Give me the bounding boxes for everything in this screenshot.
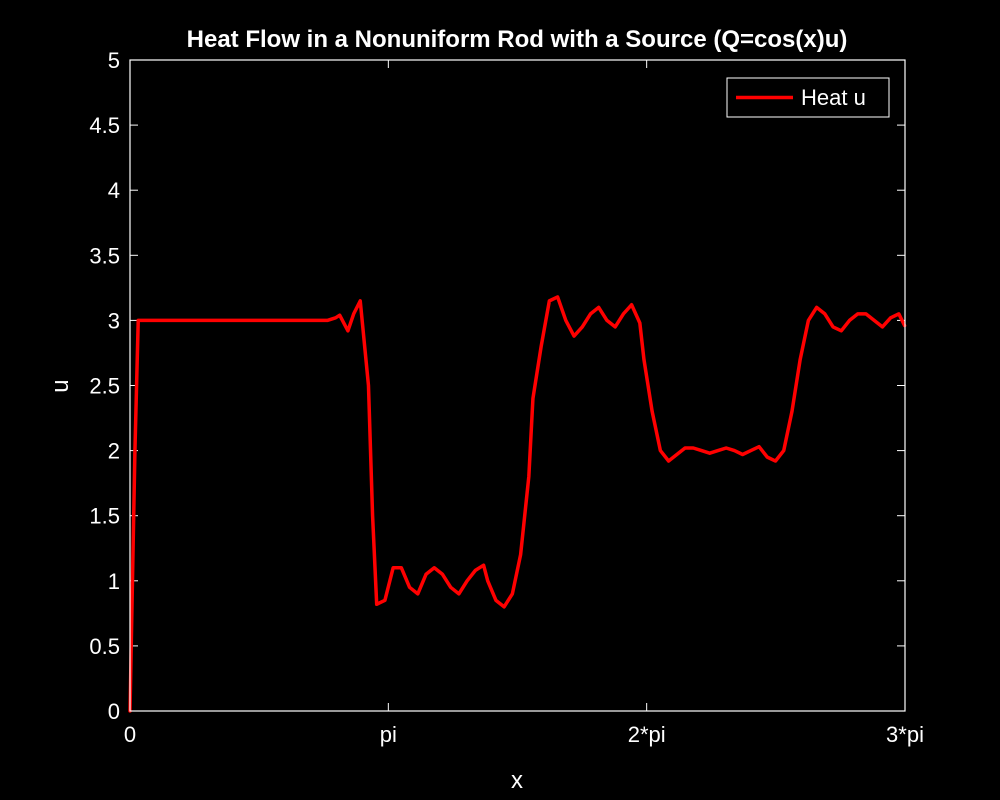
x-tick-label: 2*pi (628, 722, 666, 747)
y-tick-label: 3.5 (89, 243, 120, 268)
axes-box (129, 59, 906, 712)
y-tick-label: 4.5 (89, 113, 120, 138)
x-ticks: 0 pi 2*pi 3*pi (124, 60, 924, 747)
x-axis-label: x (511, 767, 523, 794)
series-line-heat-u (128, 295, 907, 713)
legend-label-heat-u: Heat u (801, 85, 866, 110)
chart-title: Heat Flow in a Nonuniform Rod with a Sou… (187, 26, 848, 53)
axes-background (130, 60, 905, 711)
y-tick-label: 1.5 (89, 504, 120, 529)
y-tick-label: 5 (108, 48, 120, 73)
x-tick-label: 0 (124, 722, 136, 747)
y-axis-label: u (47, 379, 74, 392)
x-tick-label: pi (380, 722, 397, 747)
y-tick-label: 2.5 (89, 374, 120, 399)
x-tick-label: 3*pi (886, 722, 924, 747)
y-tick-label: 4 (108, 178, 120, 203)
y-tick-label: 3 (108, 308, 120, 333)
y-ticks: 0 0.5 1 1.5 2 2.5 3 3.5 4 4.5 5 (89, 48, 905, 724)
legend: Heat u (726, 77, 890, 118)
y-tick-label: 0 (108, 699, 120, 724)
series-layer (128, 295, 907, 713)
y-tick-label: 2 (108, 439, 120, 464)
y-tick-label: 1 (108, 569, 120, 594)
y-tick-label: 0.5 (89, 634, 120, 659)
